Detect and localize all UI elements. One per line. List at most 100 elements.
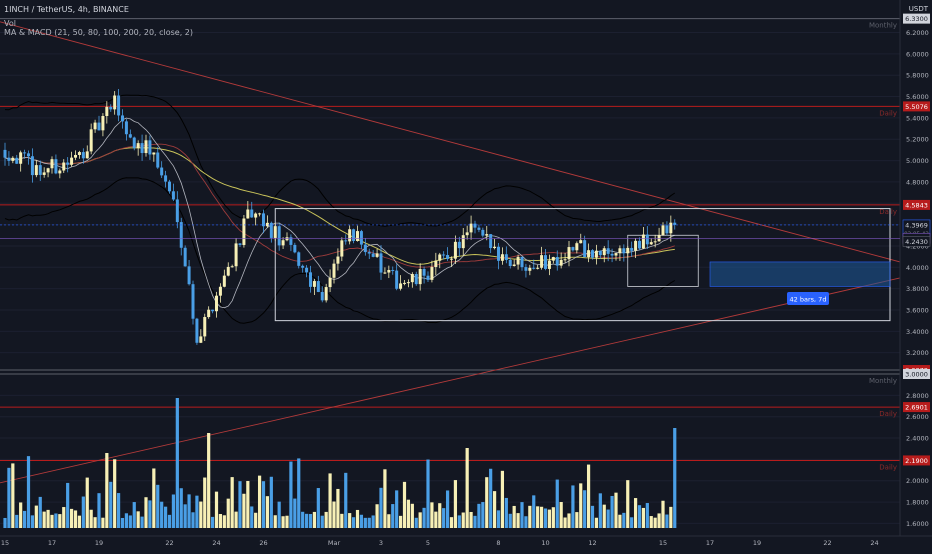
candle-body [19,152,23,164]
candle-body [30,156,34,176]
volume-bar [359,514,364,528]
volume-bar [277,501,281,528]
candle-body [516,256,520,265]
volume-bar [320,515,324,528]
candle-body [23,152,27,154]
volume-bar [461,512,465,528]
volume-bar [218,514,223,528]
volume-bar [77,515,82,528]
indicator-legend[interactable]: MA & MACD (21, 50, 80, 100, 200, 20, clo… [4,28,194,37]
volume-bar [649,516,653,528]
volume-bar [171,494,176,528]
volume-bar [555,479,559,528]
y-tick-label: 2.0000 [906,477,929,485]
volume-bar [348,513,352,528]
volume-bar [449,517,454,528]
y-tick-label: 1.8000 [906,499,929,507]
candle-body [324,287,328,301]
volume-bar [203,477,207,528]
level-tag-5: Daily [879,410,897,418]
x-tick-label: Mar [328,539,341,547]
candle-body [258,213,262,215]
volume-bar [46,509,50,528]
candle-body [414,274,418,285]
candle-body [387,269,391,273]
candle-body [403,282,406,284]
candle-body [117,95,121,116]
volume-bar [254,512,258,528]
volume-bar [238,481,242,528]
volume-bar [199,501,203,528]
candle-body [379,253,383,273]
symbol-title[interactable]: 1INCH / TetherUS, 4h, BINANCE [4,5,129,14]
volume-bar [567,513,571,528]
volume-bar [140,516,144,528]
candle-body [269,222,273,238]
volume-bar [234,511,238,528]
volume-bar [34,505,38,528]
candle-body [15,157,19,164]
candle-body [520,256,524,268]
lower-trend-line [0,277,901,484]
measure-label-box [787,292,829,305]
volume-bar [371,515,375,528]
date-price-range [709,261,891,287]
y-tick-label: 6.2000 [906,29,929,37]
volume-bar [528,505,532,528]
volume-bar [297,458,301,528]
volume-bar [351,517,356,528]
volume-bar [316,488,320,528]
volume-bar [551,507,555,528]
volume-bar [105,453,109,528]
candle-body [113,95,117,110]
volume-bar [673,428,677,528]
candle-body [457,241,461,249]
x-tick-label: 3 [379,539,383,547]
volume-bar [583,490,587,528]
x-tick-label: 10 [541,539,549,547]
volume-bar [383,469,387,528]
candle-body [54,159,58,174]
volume-bar [301,511,305,528]
candle-body [653,241,657,243]
y-tick-label: 3.4000 [906,328,929,336]
level-price-tag [903,199,930,210]
candle-body [46,168,50,173]
volume-bar [563,517,567,528]
volume-bar [15,514,19,528]
volume-legend[interactable]: Vol [4,19,16,28]
volume-bar [434,511,438,528]
level-tag-0: Monthly [869,22,897,30]
candle-body [234,243,238,267]
candle-body [70,157,74,165]
candle-body [254,213,258,218]
candle-body [132,137,136,149]
volume-bar [97,493,101,528]
candle-body [168,181,171,192]
candle-body [399,283,403,289]
volume-bar [453,480,458,528]
candle-body [508,259,512,266]
volume-bar [30,515,35,528]
candle-body [312,281,316,287]
volume-bar [109,481,113,528]
candle-body [156,152,160,168]
volume-bar [246,480,250,528]
volume-bar [69,508,74,528]
candle-body [547,260,551,269]
candle-body [493,246,497,249]
y-tick-label: 5.2000 [906,136,929,144]
volume-bar [7,467,11,528]
moving-average-mid [4,143,675,268]
candle-body [418,268,422,285]
candle-body [144,140,148,154]
volume-bar [418,512,422,528]
volume-bar [630,517,634,528]
level-price-tag [903,455,930,466]
candle-body [289,237,293,245]
volume-bar [485,477,489,528]
volume-bar [50,514,54,528]
candle-body [183,247,187,267]
